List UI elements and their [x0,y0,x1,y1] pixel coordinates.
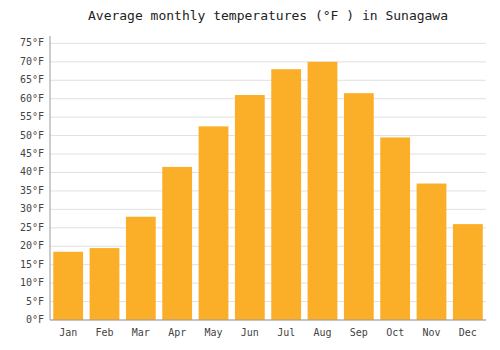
x-tick-label: Mar [132,327,150,338]
chart-svg: Average monthly temperatures (°F ) in Su… [0,0,500,350]
title: Average monthly temperatures (°F ) in Su… [88,8,448,23]
bar [271,69,301,320]
grid-line [50,98,486,99]
x-tick-label: Apr [168,327,186,338]
bar [53,252,83,320]
x-tick-label: Jul [277,327,295,338]
y-tick-label: 55°F [20,111,44,122]
bar [453,224,483,320]
grid-line [50,154,486,155]
x-tick-label: Feb [95,327,113,338]
grid-line [50,43,486,44]
y-tick-label: 5°F [26,296,44,307]
y-tick-label: 70°F [20,56,44,67]
grid-line [50,320,486,321]
y-tick-label: 25°F [20,222,44,233]
x-tick-label: Jun [241,327,259,338]
chart-container: Average monthly temperatures (°F ) in Su… [0,0,500,350]
x-tick-label: Jan [59,327,77,338]
y-axis-line [50,36,51,320]
y-tick-label: 15°F [20,259,44,270]
x-tick-label: Nov [422,327,440,338]
grid-line [50,117,486,118]
y-tick-label: 30°F [20,203,44,214]
x-tick-label: May [204,327,222,338]
bar [199,126,229,320]
bar [417,184,447,320]
bar [380,137,410,320]
y-tick-label: 65°F [20,74,44,85]
x-axis: Jan Feb Mar Apr May Jun Jul Aug Sep Oct Nov Dec [59,327,477,338]
y-tick-label: 45°F [20,148,44,159]
grid-line [50,61,486,62]
y-tick-label: 10°F [20,277,44,288]
y-tick-label: 20°F [20,240,44,251]
bar [162,167,192,320]
y-tick-label: 40°F [20,166,44,177]
y-axis: 0°F 5°F 10°F 15°F 20°F 25°F 30°F 35°F 40°F 45°F 50… [20,37,486,325]
x-axis-line [50,320,486,321]
y-tick-label: 0°F [26,314,44,325]
y-tick-label: 75°F [20,37,44,48]
bars [53,62,482,320]
bar [308,62,338,320]
grid-line [50,80,486,81]
y-tick-label: 50°F [20,130,44,141]
x-tick-label: Oct [386,327,404,338]
y-tick-label: 35°F [20,185,44,196]
bar [344,93,374,320]
grid-line [50,135,486,136]
x-tick-label: Sep [350,327,368,338]
x-tick-label: Aug [313,327,331,338]
bar [235,95,265,320]
x-tick-label: Dec [459,327,477,338]
bar [126,217,156,320]
grid-line [50,172,486,173]
y-tick-label: 60°F [20,93,44,104]
bar [90,248,120,320]
